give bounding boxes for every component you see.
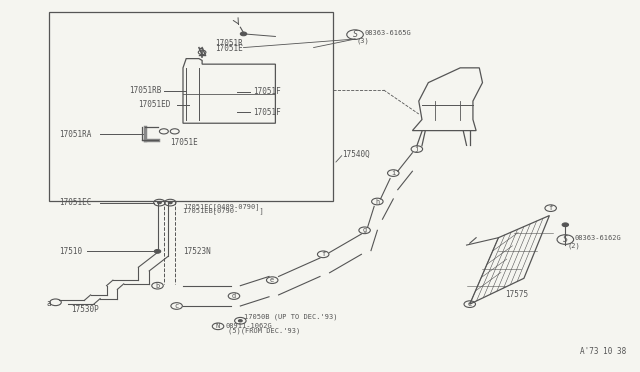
Text: e: e <box>468 301 472 307</box>
Bar <box>49 13 333 201</box>
Circle shape <box>154 250 161 253</box>
Circle shape <box>562 223 568 227</box>
Text: 17510: 17510 <box>59 247 82 256</box>
Text: 17530P: 17530P <box>72 305 99 314</box>
Text: 17051EB[0790-     ]: 17051EB[0790- ] <box>183 208 264 215</box>
Text: 08363-6165G: 08363-6165G <box>365 30 412 36</box>
Text: S: S <box>563 235 568 244</box>
Text: b: b <box>156 283 159 289</box>
Text: d: d <box>232 293 236 299</box>
Text: (3): (3) <box>357 38 370 44</box>
Text: (2): (2) <box>567 243 580 249</box>
Text: (5)(FROM DEC.'93): (5)(FROM DEC.'93) <box>228 327 301 334</box>
Text: 17050B (UP TO DEC.'93): 17050B (UP TO DEC.'93) <box>244 314 337 320</box>
Text: 17051EC: 17051EC <box>59 198 91 207</box>
Text: j: j <box>415 146 419 152</box>
Text: 17575: 17575 <box>505 291 528 299</box>
Text: 17051F: 17051F <box>253 108 281 117</box>
Text: g: g <box>362 227 367 233</box>
Text: 17051E: 17051E <box>215 44 243 53</box>
Text: 08911-1062G: 08911-1062G <box>226 323 273 329</box>
Text: 17051F: 17051F <box>253 87 281 96</box>
Text: e: e <box>270 277 275 283</box>
Text: f: f <box>321 251 325 257</box>
Text: 17051EC[0489-0790]: 17051EC[0489-0790] <box>183 203 259 210</box>
Circle shape <box>241 32 246 36</box>
Text: 17540Q: 17540Q <box>342 150 370 159</box>
Text: f: f <box>548 205 553 211</box>
Text: i: i <box>391 170 396 176</box>
Text: 17051R: 17051R <box>215 39 243 48</box>
Text: 17523N: 17523N <box>183 247 211 256</box>
Text: S: S <box>353 30 358 39</box>
Text: h: h <box>375 199 380 205</box>
Text: 08363-6162G: 08363-6162G <box>575 235 621 241</box>
Text: c: c <box>175 303 179 309</box>
Text: a: a <box>47 299 51 308</box>
Text: 17051RA: 17051RA <box>59 130 91 139</box>
Circle shape <box>239 320 243 322</box>
Text: 17051E: 17051E <box>170 138 198 147</box>
Circle shape <box>157 202 161 204</box>
Text: N: N <box>216 323 220 329</box>
Text: 17051ED: 17051ED <box>138 100 171 109</box>
Circle shape <box>168 202 172 204</box>
Text: 17051RB: 17051RB <box>129 86 161 95</box>
Text: A'73 10 38: A'73 10 38 <box>580 347 626 356</box>
